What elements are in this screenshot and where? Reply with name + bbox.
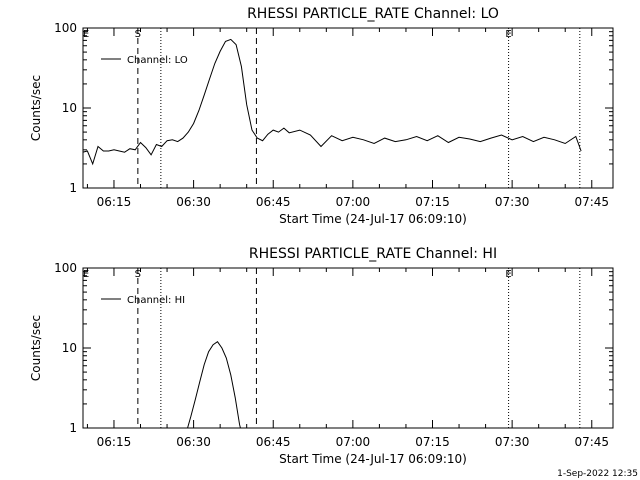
marker-label: E xyxy=(505,29,511,40)
x-tick-label: 07:45 xyxy=(574,435,609,449)
x-tick-label: 07:30 xyxy=(495,195,530,209)
x-tick-label: 06:30 xyxy=(176,435,211,449)
y-tick-label: 10 xyxy=(62,101,77,115)
x-axis-label: Start Time (24-Jul-17 06:09:10) xyxy=(279,452,467,466)
panel-hi: RHESSI PARTICLE_RATE Channel: HI 1 10 100 06… xyxy=(29,246,614,466)
marker-label: E xyxy=(505,269,511,280)
plot-frame xyxy=(82,267,614,429)
legend-label: Channel: LO xyxy=(127,55,188,66)
chart-title: RHESSI PARTICLE_RATE Channel: HI xyxy=(249,246,497,262)
x-tick-label: 07:00 xyxy=(336,195,371,209)
x-tick-label: 07:15 xyxy=(415,195,450,209)
marker-label: E xyxy=(83,269,89,280)
y-tick-label: 1 xyxy=(69,421,77,435)
y-tick-label: 100 xyxy=(54,261,77,275)
marker-label: S xyxy=(135,269,141,280)
chart-title: RHESSI PARTICLE_RATE Channel: LO xyxy=(247,6,499,22)
marker-label: E xyxy=(83,29,89,40)
x-tick-label: 06:15 xyxy=(97,435,132,449)
series-line xyxy=(83,38,582,166)
x-tick-label: 07:00 xyxy=(336,435,371,449)
x-tick-label: 07:30 xyxy=(495,435,530,449)
y-tick-label: 1 xyxy=(69,181,77,195)
x-tick-label: 06:15 xyxy=(97,195,132,209)
x-tick-label: 06:45 xyxy=(256,195,291,209)
y-tick-label: 10 xyxy=(62,341,77,355)
plot-frame xyxy=(82,27,614,189)
x-tick-label: 06:45 xyxy=(256,435,291,449)
y-axis-label: Counts/sec xyxy=(29,75,43,141)
y-tick-label: 100 xyxy=(54,21,77,35)
y-axis-label: Counts/sec xyxy=(29,315,43,381)
date-stamp: 1-Sep-2022 12:35 xyxy=(557,469,638,479)
panel-lo: RHESSI PARTICLE_RATE Channel: LO 1 10 100 06… xyxy=(29,6,614,226)
x-tick-label: 07:45 xyxy=(574,195,609,209)
x-tick-label: 07:15 xyxy=(415,435,450,449)
marker-label: S xyxy=(135,29,141,40)
series-line xyxy=(187,341,241,428)
legend-label: Channel: HI xyxy=(127,295,185,306)
x-axis-label: Start Time (24-Jul-17 06:09:10) xyxy=(279,212,467,226)
x-tick-label: 06:30 xyxy=(176,195,211,209)
